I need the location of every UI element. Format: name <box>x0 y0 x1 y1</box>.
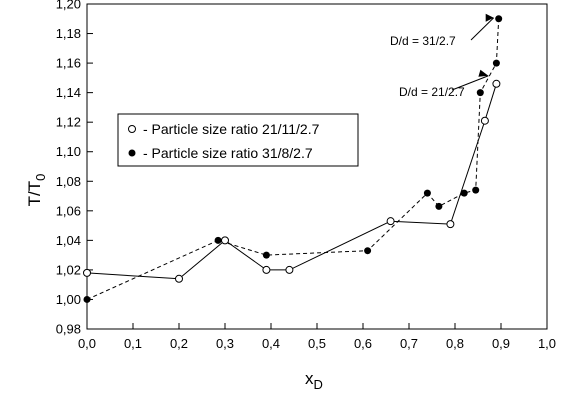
series-2-point <box>492 59 500 67</box>
x-tick-label: 0,1 <box>124 336 142 351</box>
series-2-point <box>262 251 270 259</box>
annotations: D/d = 31/2.7 D/d = 21/2.7 <box>390 13 495 99</box>
legend-marker-filled-circle <box>128 149 136 157</box>
y-axis-title-main: T/T <box>25 181 44 207</box>
annotation-label-1: D/d = 31/2.7 <box>390 34 456 48</box>
annotation-arrowhead-1 <box>485 13 494 22</box>
y-tick-label: 1,20 <box>56 0 81 12</box>
x-tick-label: 0,6 <box>354 336 372 351</box>
x-tick-label: 0,8 <box>446 336 464 351</box>
y-tick-label: 1,06 <box>56 203 81 218</box>
series-2-point <box>495 15 503 23</box>
series-1-point <box>480 116 489 125</box>
y-tick-label: 0,98 <box>56 322 81 337</box>
x-tick-label: 0,9 <box>492 336 510 351</box>
x-axis-title-sub: D <box>314 377 323 392</box>
series-2-point <box>460 189 468 197</box>
legend-label-series-2: - Particle size ratio 31/8/2.7 <box>143 145 313 161</box>
legend-marker-open-circle <box>128 125 136 133</box>
series-1-point <box>285 265 294 274</box>
x-tick-label: 0,4 <box>262 336 280 351</box>
series-1-point <box>446 220 455 229</box>
y-tick-label: 1,16 <box>56 56 81 71</box>
annotation-arrowhead-2 <box>478 69 489 77</box>
series-1-point <box>221 236 229 245</box>
y-tick-label: 1,10 <box>56 144 81 159</box>
y-tick-label: 1,18 <box>56 26 81 41</box>
x-tick-label: 1,0 <box>538 336 556 351</box>
annotation-arrow-1 <box>470 17 495 41</box>
y-tick-label: 1,12 <box>56 115 81 130</box>
y-axis-title-sub: 0 <box>33 174 48 181</box>
y-tick-label: 1,00 <box>56 292 81 307</box>
y-tick-label: 1,14 <box>56 85 81 100</box>
series-2-point <box>423 189 431 197</box>
y-axis-title: T/T0 <box>25 174 48 207</box>
y-tick-label: 1,04 <box>56 233 81 248</box>
x-tick-label: 0,7 <box>400 336 418 351</box>
series-2-point <box>476 89 484 97</box>
axis-ticks: 0,0 0,1 0,2 0,3 0,4 0,5 0,6 0,7 0,8 0,9 1,0 0,98 1,0… <box>56 0 556 351</box>
series-markers <box>83 15 503 303</box>
series-2-point <box>83 295 91 303</box>
x-tick-label: 0,3 <box>216 336 234 351</box>
x-tick-label: 0,5 <box>308 336 326 351</box>
x-axis-title-main: x <box>305 369 314 388</box>
legend-box <box>117 113 359 167</box>
series-2-point <box>472 186 480 194</box>
series-2-point <box>435 202 443 210</box>
x-tick-label: 0,0 <box>78 336 96 351</box>
series-2-point <box>364 247 372 255</box>
annotation-arrow-2 <box>451 75 489 91</box>
x-tick-label: 0,2 <box>170 336 188 351</box>
series-1-point <box>175 274 183 283</box>
legend-label-series-1: - Particle size ratio 21/11/2.7 <box>143 121 320 137</box>
series-2-point <box>214 236 222 244</box>
x-axis-title: xD <box>305 369 323 392</box>
y-tick-label: 1,02 <box>56 262 81 277</box>
legend: - Particle size ratio 21/11/2.7 - Partic… <box>117 113 359 167</box>
series-line-2 <box>86 18 500 300</box>
series-1-point <box>386 217 395 226</box>
series-1-point <box>492 79 501 88</box>
y-tick-label: 1,08 <box>56 174 81 189</box>
series-1-point <box>262 265 271 274</box>
annotation-label-2: D/d = 21/2.7 <box>399 85 465 99</box>
series-1-point <box>83 268 91 277</box>
